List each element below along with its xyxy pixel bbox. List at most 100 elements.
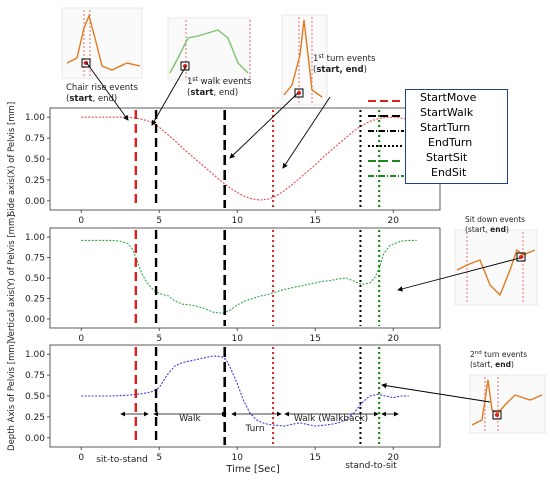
walk1-end: , end) <box>213 88 238 98</box>
phase-sit-to-stand-label: sit-to-stand <box>96 455 148 465</box>
turn1-rest: turn events <box>324 54 376 64</box>
turn2-line2: (start, <box>470 360 495 369</box>
x-tick-label-1-4: 20 <box>387 334 399 344</box>
legend-item-startmove: StartMove <box>420 91 477 104</box>
x-tick-label-0-0: 0 <box>78 216 84 226</box>
inset-thumbnail-2 <box>281 14 328 106</box>
turn1-end: end <box>346 65 364 75</box>
inset-event-box-1 <box>180 61 190 71</box>
inset-thumbnail-1 <box>167 17 251 81</box>
x-axis-label: Time [Sec] <box>225 464 280 475</box>
inset-frame-4 <box>469 374 546 434</box>
x-tick-label-2-4: 20 <box>387 453 399 463</box>
series-line-0 <box>81 116 417 201</box>
y-tick-label-0-3: 0.75 <box>25 134 45 144</box>
series-line-1 <box>81 239 417 314</box>
sitdown-label: Sit down events (start, end) <box>465 215 527 234</box>
x-tick-label-0-4: 20 <box>387 216 399 226</box>
inset-curve-2 <box>283 19 323 98</box>
panel-frame-0 <box>49 107 441 211</box>
inset-thumbnail-3 <box>454 229 538 306</box>
phase-stand-to-sit-label: stand-to-sit <box>345 461 397 471</box>
legend: StartMove StartWalk StartTurn EndTurn St… <box>405 89 508 184</box>
y-axis-label-1: Vertical axis(Y) of Pelvis [mm] <box>7 214 17 341</box>
inset-event-dot-2 <box>297 91 301 95</box>
inset-thumbnail-4 <box>469 374 546 434</box>
inset-event-box-4 <box>492 410 502 420</box>
turn2-rest: turn events <box>482 350 528 359</box>
inset-frame-1 <box>167 17 251 81</box>
inset-event-box-0 <box>81 58 91 68</box>
turn2-end: end <box>495 360 511 369</box>
panel-frame-1 <box>49 227 441 329</box>
panel-frame-2 <box>49 344 441 448</box>
y-tick-label-1-3: 0.75 <box>25 254 45 264</box>
inset-thumbnail-0 <box>61 7 143 79</box>
y-tick-label-2-3: 0.75 <box>25 371 45 381</box>
x-tick-label-2-0: 0 <box>78 453 84 463</box>
inset-event-box-2 <box>294 88 304 98</box>
y-tick-label-0-2: 0.50 <box>25 155 45 165</box>
x-tick-label-2-3: 15 <box>309 453 320 463</box>
y-axis-label-2: Depth Axis of Pelvis [mm] <box>7 341 17 451</box>
arrows-layer <box>85 61 521 417</box>
walk1-sup: st <box>192 76 198 83</box>
y-tick-label-1-1: 0.25 <box>25 294 45 304</box>
x-tick-label-1-1: 5 <box>156 334 162 344</box>
inset-curve-4 <box>471 379 543 426</box>
turn1-start: start <box>316 65 339 75</box>
x-tick-label-1-0: 0 <box>78 334 84 344</box>
insets-layer <box>61 7 546 434</box>
callout-arrow-1 <box>151 65 187 126</box>
inset-event-box-3 <box>516 252 526 262</box>
sitdown-end: end <box>490 225 506 234</box>
walk1-rest: walk events <box>198 77 252 87</box>
chair-rise-start: start <box>69 94 92 104</box>
turn1-sup: st <box>318 53 324 60</box>
inset-curve-1 <box>169 29 249 74</box>
y-tick-label-2-1: 0.25 <box>25 413 45 423</box>
inset-event-dot-4 <box>495 413 499 417</box>
y-tick-label-2-2: 0.50 <box>25 392 45 402</box>
phase-turn-label: Turn <box>244 424 264 434</box>
legend-item-startturn: StartTurn <box>420 121 471 134</box>
x-tick-label-0-3: 15 <box>309 216 320 226</box>
chair-rise-line1: Chair rise events <box>66 83 139 93</box>
y-tick-label-2-0: 0.00 <box>25 434 45 444</box>
callout-arrow-2 <box>229 92 299 159</box>
y-tick-label-0-1: 0.25 <box>25 176 45 186</box>
phase-walk-label: Walk <box>179 414 201 424</box>
y-tick-label-0-0: 0.00 <box>25 197 45 207</box>
y-tick-label-1-4: 1.00 <box>25 233 45 243</box>
y-tick-label-2-4: 1.00 <box>25 350 45 360</box>
walk1-start: start <box>190 88 213 98</box>
callout-arrow-3 <box>282 96 331 169</box>
y-tick-label-1-0: 0.00 <box>25 315 45 325</box>
callout-arrow-0 <box>85 61 129 121</box>
turn2-sup: nd <box>475 350 482 356</box>
legend-item-startsit: StartSit <box>426 151 468 164</box>
x-tick-label-0-1: 5 <box>156 216 162 226</box>
turn1-label: 1st turn events (start, end) <box>313 53 378 75</box>
chair-rise-line2: (start, end) <box>66 94 117 104</box>
inset-event-dot-1 <box>183 64 187 68</box>
y-axis-label-0: Side axis(X) of Pelvis [mm] <box>7 102 17 216</box>
inset-frame-0 <box>61 7 143 79</box>
sitdown-line1: Sit down events <box>465 215 525 224</box>
x-tick-label-0-2: 10 <box>231 216 243 226</box>
x-tick-label-1-3: 15 <box>309 334 320 344</box>
callout-arrow-4 <box>397 257 521 292</box>
x-tick-label-2-2: 10 <box>231 453 243 463</box>
y-tick-label-1-2: 0.50 <box>25 274 45 284</box>
legend-item-endsit: EndSit <box>431 166 467 179</box>
x-tick-label-2-1: 5 <box>156 453 162 463</box>
callout-arrow-5 <box>381 383 491 403</box>
legend-item-endturn: EndTurn <box>428 136 473 149</box>
inset-curve-0 <box>66 13 141 71</box>
y-tick-label-0-4: 1.00 <box>25 113 45 123</box>
panels-layer: 0.00 0.25 0.50 0.75 1.00 0 5 10 15 20 Side axis(X)… <box>7 102 441 463</box>
sitdown-start: (start, <box>465 225 490 234</box>
chair-rise-label: Chair rise events (start, end) <box>66 83 141 104</box>
x-tick-label-1-2: 10 <box>231 334 243 344</box>
